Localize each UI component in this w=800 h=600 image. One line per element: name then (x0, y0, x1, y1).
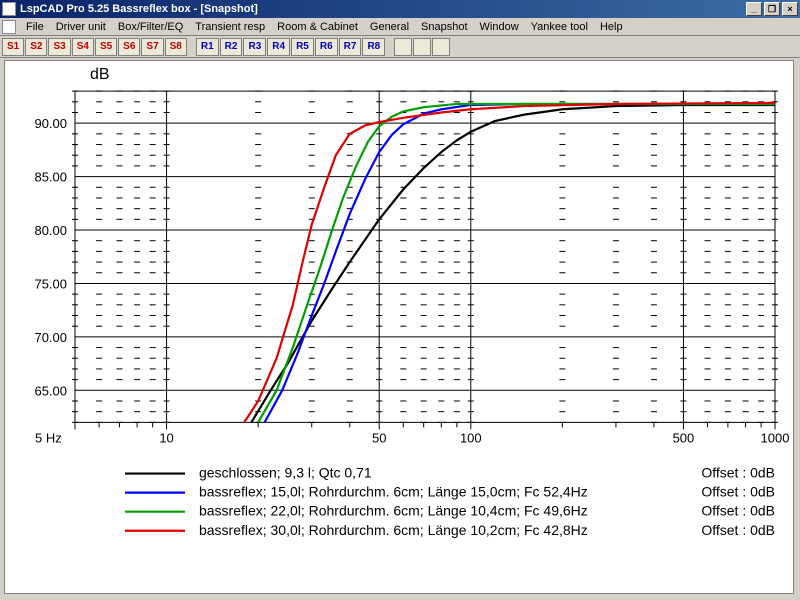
legend-offset: Offset : 0dB (701, 484, 775, 500)
toolbar-r8[interactable]: R8 (362, 38, 385, 56)
toolbar-r6[interactable]: R6 (315, 38, 338, 56)
minimize-button[interactable]: _ (746, 2, 762, 16)
menu-file[interactable]: File (20, 19, 50, 35)
menu-driver-unit[interactable]: Driver unit (50, 19, 112, 35)
menu-room-cabinet[interactable]: Room & Cabinet (271, 19, 364, 35)
app-icon (2, 2, 16, 16)
toolbar-r2[interactable]: R2 (220, 38, 243, 56)
plot-border (75, 91, 775, 422)
frequency-response-chart: dB 65.00 70.00 75.00 80.00 85.00 90.00 5 Hz 10 50… (5, 61, 793, 593)
y-tick-label: 90.00 (34, 116, 67, 131)
title-bar: LspCAD Pro 5.25 Bassreflex box - [Snapsh… (0, 0, 800, 18)
y-axis-label: dB (90, 65, 110, 83)
legend-label: geschlossen; 9,3 l; Qtc 0,71 (199, 465, 372, 481)
toolbar-r4[interactable]: R4 (267, 38, 290, 56)
y-tick-label: 70.00 (34, 330, 67, 345)
menu-transient-resp[interactable]: Transient resp (189, 19, 271, 35)
toolbar-tool1-icon[interactable] (394, 38, 412, 56)
x-tick-label: 1000 (761, 430, 790, 445)
toolbar-r5[interactable]: R5 (291, 38, 314, 56)
series-bassreflex-22l (258, 104, 775, 422)
legend-label: bassreflex; 22,0l; Rohrdurchm. 6cm; Läng… (199, 503, 588, 519)
toolbar-s4[interactable]: S4 (72, 38, 94, 56)
menu-yankee-tool[interactable]: Yankee tool (525, 19, 594, 35)
toolbar-s5[interactable]: S5 (95, 38, 117, 56)
legend-offset: Offset : 0dB (701, 465, 775, 481)
x-tick-label: 50 (372, 430, 386, 445)
mdi-child-icon[interactable] (2, 20, 16, 34)
toolbar-r3[interactable]: R3 (243, 38, 266, 56)
toolbar-tool2-icon[interactable] (413, 38, 431, 56)
x-tick-label: 100 (460, 430, 482, 445)
toolbar-tool3-icon[interactable] (432, 38, 450, 56)
menu-help[interactable]: Help (594, 19, 629, 35)
legend-label: bassreflex; 30,0l; Rohrdurchm. 6cm; Läng… (199, 522, 588, 538)
y-tick-label: 75.00 (34, 276, 67, 291)
toolbar-s6[interactable]: S6 (118, 38, 140, 56)
y-tick-label: 85.00 (34, 170, 67, 185)
window-title: LspCAD Pro 5.25 Bassreflex box - [Snapsh… (20, 3, 258, 15)
toolbar: S1 S2 S3 S4 S5 S6 S7 S8 R1 R2 R3 R4 R5 R… (0, 36, 800, 58)
series-geschlossen (251, 105, 775, 422)
menu-general[interactable]: General (364, 19, 415, 35)
maximize-button[interactable]: ❐ (764, 2, 780, 16)
chart-panel: dB 65.00 70.00 75.00 80.00 85.00 90.00 5 Hz 10 50… (4, 60, 794, 594)
x-tick-label: 5 Hz (35, 430, 62, 445)
x-tick-label: 10 (159, 430, 173, 445)
toolbar-r7[interactable]: R7 (339, 38, 362, 56)
close-button[interactable]: × (782, 2, 798, 16)
toolbar-s2[interactable]: S2 (25, 38, 47, 56)
toolbar-r1[interactable]: R1 (196, 38, 219, 56)
series-bassreflex-15l (265, 104, 775, 422)
legend-offset: Offset : 0dB (701, 503, 775, 519)
toolbar-s1[interactable]: S1 (2, 38, 24, 56)
toolbar-s3[interactable]: S3 (48, 38, 70, 56)
x-tick-label: 500 (673, 430, 695, 445)
menu-snapshot[interactable]: Snapshot (415, 19, 473, 35)
legend-label: bassreflex; 15,0l; Rohrdurchm. 6cm; Läng… (199, 484, 588, 500)
y-tick-label: 65.00 (34, 383, 67, 398)
toolbar-s8[interactable]: S8 (165, 38, 187, 56)
series-bassreflex-30l (244, 103, 775, 423)
legend-offset: Offset : 0dB (701, 522, 775, 538)
y-tick-label: 80.00 (34, 223, 67, 238)
menu-bar: File Driver unit Box/Filter/EQ Transient… (0, 18, 800, 36)
toolbar-s7[interactable]: S7 (141, 38, 163, 56)
menu-window[interactable]: Window (474, 19, 525, 35)
menu-box-filter-eq[interactable]: Box/Filter/EQ (112, 19, 189, 35)
